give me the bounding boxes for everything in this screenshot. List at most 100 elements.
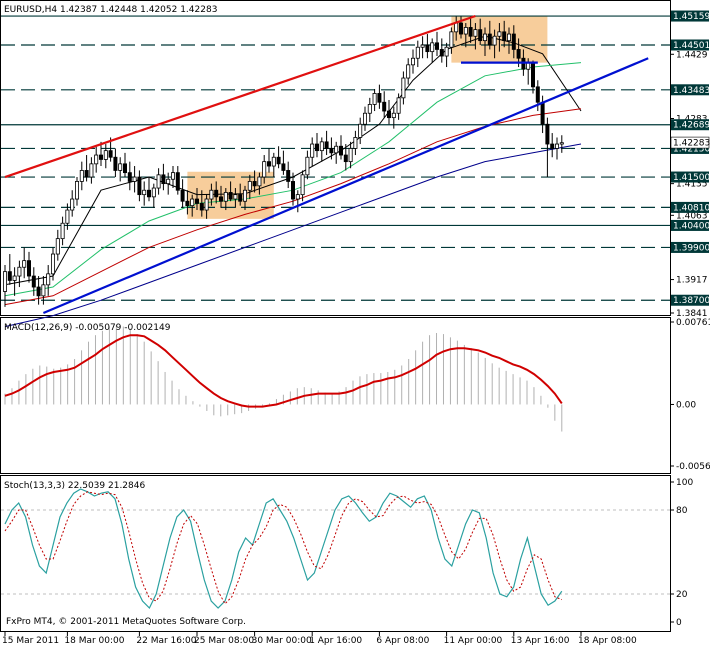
candle-body [324,141,329,149]
copyright-text: FxPro MT4, © 2001-2011 MetaQuotes Softwa… [6,617,246,627]
current-price-label: 1.42283 [673,139,710,149]
candle [430,38,435,63]
candle-body [242,189,247,202]
candle [55,229,60,261]
time-tick-label: 22 Mar 16:00 [136,636,196,646]
candle-body [482,33,487,42]
candle [410,49,415,74]
candle-body [257,176,262,187]
candle [324,130,329,156]
time-tick-label: 25 Mar 08:00 [194,636,254,646]
candle-body [228,192,233,200]
candle [439,38,444,63]
candle [194,188,199,211]
price-panel: 1.44291.42831.41351.40631.39171.38411.45… [1,10,710,328]
candle [319,137,324,162]
candle-body [137,176,142,196]
candle-body [84,170,89,178]
candle [555,137,560,160]
candle [89,157,94,184]
candle [487,20,492,50]
candle-body [266,161,271,167]
candle [127,161,132,191]
candle-body [295,194,300,200]
candle [511,25,516,59]
candle [262,155,267,184]
candle [266,148,271,173]
candle-body [386,110,391,119]
stoch-panel: 100 80 20 0 [1,478,693,628]
candle-body [478,29,483,42]
time-tick-label: 18 Mar 00:00 [64,636,124,646]
candle-body [406,64,411,79]
candle-body [22,260,27,268]
candle-body [396,97,401,114]
candle-body [319,141,324,152]
candle [372,89,377,112]
candle [362,106,367,131]
candle-body [305,156,310,176]
candle-body [51,253,56,275]
price-tick-label: 1.3917 [676,276,708,286]
candle-body [540,101,545,125]
candle [137,170,142,202]
candle [276,146,281,169]
candle [7,254,12,285]
level-price-label: 1.44501 [673,41,710,51]
candle [94,146,99,173]
level-price-label: 1.45159 [673,12,710,22]
candle-body [223,192,228,202]
candle-body [391,112,396,119]
candle [79,161,84,191]
stoch-tick-label: 80 [676,506,688,516]
stoch-panel-title: Stoch(13,3,3) 22.5039 21.2846 [4,481,145,491]
candle [36,276,41,305]
candle-body [420,44,425,48]
stoch-panel-frame [0,475,671,632]
candle [228,181,233,202]
candle-body [372,93,377,105]
level-price-label: 1.38700 [673,296,710,306]
candle-body [281,163,286,171]
price-tick-label: 1.4429 [676,50,708,60]
candle-body [3,271,8,292]
candle-body [463,27,468,35]
candle [46,265,51,296]
candle [75,177,80,206]
macd-panel-title: MACD(12,26,9) -0.005079 -0.002149 [4,323,171,333]
candle [142,181,147,206]
candle [17,260,22,288]
candle [166,172,171,195]
price-tick-label: 1.4063 [676,211,708,221]
candle [242,185,247,211]
stoch-tick-label: 100 [676,478,693,488]
candle [329,137,334,160]
stoch-tick-label: 0 [676,618,682,628]
time-tick-label: 30 Mar 00:00 [252,636,312,646]
candle [382,91,387,118]
candle [170,166,175,189]
candle-body [60,222,65,240]
candle [271,152,276,178]
moving-average-line [4,143,582,328]
candle [60,216,65,246]
candle-body [454,22,459,33]
candle-body [382,101,387,112]
candle-body [204,198,209,211]
level-price-tag [671,241,709,253]
candle-body [89,163,94,178]
price-tick-label: 1.4135 [676,180,708,190]
level-price-tag [671,84,709,96]
candle-body [358,123,363,138]
candle-body [75,181,80,200]
level-price-tag [671,39,709,51]
candle-body [329,148,334,154]
candle [180,179,185,208]
candle [175,166,180,195]
candle [99,141,104,167]
candle-body [271,156,276,167]
candle [132,166,137,193]
candle [290,172,295,206]
